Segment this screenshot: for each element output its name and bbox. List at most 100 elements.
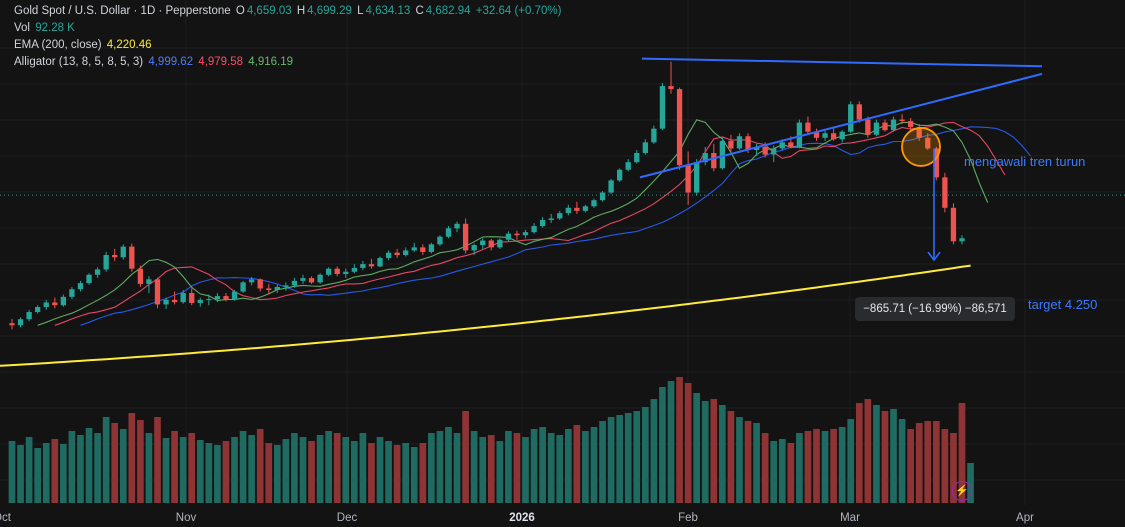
candle-body	[813, 131, 820, 138]
candle-body	[360, 264, 366, 268]
candle-body	[599, 192, 606, 201]
candle-body	[240, 282, 246, 292]
volume-bar	[368, 443, 375, 503]
volume-bar	[847, 419, 855, 503]
candle-body	[77, 283, 84, 290]
volume-bar	[214, 445, 221, 503]
volume-bar	[308, 441, 315, 503]
volume-bar	[171, 431, 178, 503]
volume-bar	[154, 417, 161, 503]
low-value: 4,634.13	[365, 5, 411, 17]
volume-bar	[873, 405, 880, 503]
candle-body	[745, 136, 751, 150]
ema-value: 4,220.46	[106, 39, 152, 51]
open-value: 4,659.03	[246, 5, 292, 17]
candle-body	[788, 142, 794, 147]
candle-body	[394, 252, 400, 255]
volume-bar	[513, 433, 521, 503]
candle-body	[522, 232, 529, 236]
volume-bar	[659, 387, 666, 503]
volume-bar	[179, 437, 187, 503]
legend-symbol-row: Gold Spot / U.S. Dollar · 1D · Peppersto…	[14, 5, 563, 17]
candle-body	[685, 165, 691, 193]
drawings	[639, 57, 1043, 262]
candle-body	[326, 268, 332, 275]
candle-body	[762, 146, 768, 155]
volume-bar	[496, 441, 504, 503]
flash-icon[interactable]: ⚡	[952, 481, 972, 501]
candle-body	[890, 119, 897, 131]
candle-body	[137, 268, 144, 284]
candle-body	[651, 128, 657, 143]
volume-bar	[898, 419, 906, 503]
volume-bar	[787, 443, 795, 503]
candle-body	[617, 169, 623, 181]
volume-bar	[727, 411, 735, 503]
volume-bar	[462, 411, 469, 503]
volume-bar	[359, 433, 367, 503]
candle-body	[248, 279, 255, 283]
candle-body	[86, 274, 92, 284]
candle-body	[445, 228, 452, 237]
volume-value: 92.28 K	[35, 22, 75, 34]
candle-body	[582, 206, 589, 211]
volume-bar	[599, 421, 606, 503]
legend-ema-row[interactable]: EMA (200, close) 4,220.46	[14, 39, 154, 51]
candle-body	[488, 240, 494, 248]
alligator-jaw	[80, 126, 1031, 326]
symbol-title[interactable]: Gold Spot / U.S. Dollar · 1D · Peppersto…	[14, 5, 231, 17]
legend-alligator-row[interactable]: Alligator (13, 8, 5, 8, 5, 3) 4,999.62 4…	[14, 56, 295, 68]
candle-body	[420, 247, 426, 252]
volume-bar	[804, 431, 812, 503]
volume-bar	[770, 441, 778, 503]
candle-body	[454, 223, 460, 229]
candle-body	[351, 267, 357, 272]
volume-bar	[470, 431, 478, 503]
candle-body	[171, 299, 178, 303]
candle-body	[642, 142, 648, 154]
candle-body	[702, 153, 708, 163]
volume-bar	[85, 428, 93, 503]
alligator-lips-value: 4,916.19	[248, 56, 294, 68]
volume-bar	[736, 417, 743, 503]
candle-body	[283, 285, 289, 287]
x-label-nov: Nov	[175, 512, 197, 524]
volume-bar	[684, 383, 692, 503]
x-label-2026: 2026	[509, 512, 535, 524]
volume-bar	[719, 405, 726, 503]
volume-bar	[128, 413, 136, 503]
candle-body	[120, 246, 126, 258]
volume-bar	[864, 399, 872, 503]
alligator-teeth	[54, 121, 1006, 326]
volume-bar	[830, 429, 837, 503]
candle-body	[950, 207, 957, 242]
volume-bar	[402, 443, 410, 503]
candle-body	[736, 136, 743, 149]
volume-bar	[445, 427, 452, 503]
candle-body	[668, 86, 674, 90]
volume-bar	[137, 420, 144, 503]
volume-bar	[222, 441, 230, 503]
candle-body	[94, 269, 101, 275]
volume-bar	[111, 423, 119, 503]
volume-bar	[530, 429, 538, 503]
volume-bar	[624, 413, 632, 503]
volume-bar	[522, 437, 529, 503]
candle-body	[659, 86, 666, 129]
candle-body	[505, 233, 512, 240]
legend-volume-row[interactable]: Vol 92.28 K	[14, 22, 77, 34]
volume-bar	[119, 429, 127, 503]
volume-bar	[162, 438, 170, 503]
volume-bar	[34, 448, 42, 503]
volume-bar	[915, 423, 923, 503]
candle-body	[574, 207, 580, 211]
volume-bar	[941, 429, 949, 503]
volume-bar	[479, 437, 487, 503]
candle-body	[865, 119, 871, 135]
volume-bar	[8, 441, 16, 503]
candle-body	[625, 162, 631, 170]
candle-body	[856, 104, 862, 120]
candle-body	[830, 133, 837, 140]
